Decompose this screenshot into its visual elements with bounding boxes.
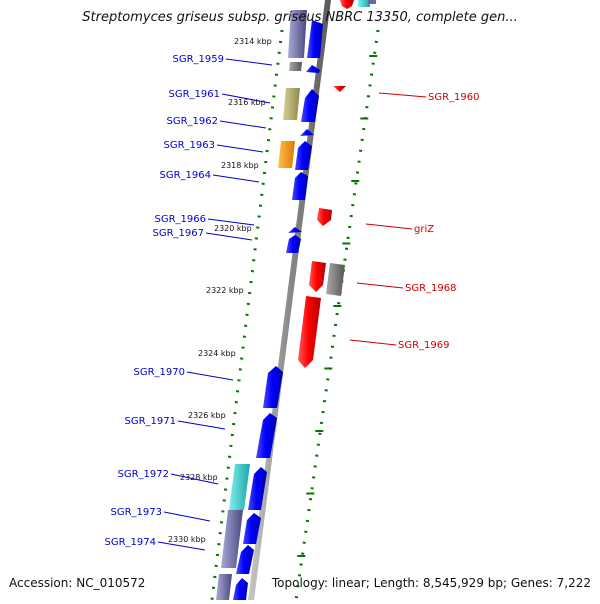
gene-label-sgr-1961[interactable]: SGR_1961 <box>169 89 221 100</box>
scale-labels: 2314 kbp 2316 kbp 2318 kbp 2320 kbp 2322 kbp… <box>168 37 272 544</box>
scale-label: 2330 kbp <box>168 535 206 544</box>
gene-label-griz[interactable]: griZ <box>414 224 434 235</box>
gene-label-sgr-1970[interactable]: SGR_1970 <box>134 367 186 378</box>
gene-label-sgr-1966[interactable]: SGR_1966 <box>155 214 207 225</box>
leader-line <box>219 120 267 129</box>
gene-label-sgr-1971[interactable]: SGR_1971 <box>125 416 177 427</box>
gene-label-sgr-1964[interactable]: SGR_1964 <box>160 170 212 181</box>
leader-line <box>170 473 219 485</box>
gene-arrow-reverse-1969 <box>298 296 321 368</box>
leader-line <box>221 93 271 104</box>
leader-line <box>205 232 253 241</box>
gene-block-slate-bottom <box>216 574 232 600</box>
gene-label-sgr-1968[interactable]: SGR_1968 <box>405 283 457 294</box>
gene-labels: SGR_1959 SGR_1961 SGR_1962 SGR_1963 SGR_1964… <box>105 54 480 551</box>
gene-arrow-forward-1967 <box>286 235 301 253</box>
gene-arrow-reverse-top <box>340 0 354 9</box>
leader-line <box>163 511 211 522</box>
accession-label: Accession: NC_010572 <box>9 576 146 590</box>
right-dotted-guide <box>294 29 380 601</box>
scale-label: 2318 kbp <box>221 161 259 170</box>
gene-label-sgr-1962[interactable]: SGR_1962 <box>167 116 219 127</box>
topology-label: Topology: linear; Length: 8,545,929 bp; … <box>271 576 591 590</box>
gene-arrow-reverse-1960 <box>333 86 346 92</box>
leader-line <box>225 58 273 66</box>
gene-label-sgr-1973[interactable]: SGR_1973 <box>111 507 163 518</box>
gene-block-olive-1961 <box>283 88 300 120</box>
gene-block-cyan-top <box>358 0 370 7</box>
gene-arrow-forward-1971 <box>256 413 277 458</box>
map-title: Streptomyces griseus subsp. griseus NBRC… <box>82 10 518 25</box>
gene-arrow-reverse-1968 <box>309 261 326 292</box>
gene-arrow-forward-1972 <box>248 467 267 510</box>
gene-arrow-forward-1974 <box>236 545 254 574</box>
gene-block-gray-1968 <box>326 263 345 296</box>
gene-block-slate-top <box>368 0 376 4</box>
gene-arrow-forward-1962 <box>300 129 314 136</box>
gene-label-sgr-1959[interactable]: SGR_1959 <box>173 54 225 65</box>
leader-line <box>378 92 427 98</box>
scale-label: 2314 kbp <box>234 37 272 46</box>
gene-arrow-forward-1970 <box>263 366 283 408</box>
scale-label: 2316 kbp <box>228 98 266 107</box>
gene-label-sgr-1960[interactable]: SGR_1960 <box>428 92 480 103</box>
gene-arrow-forward-1966 <box>288 227 302 233</box>
scale-label: 2326 kbp <box>188 411 226 420</box>
gene-features <box>216 0 376 600</box>
gene-label-sgr-1967[interactable]: SGR_1967 <box>153 228 205 239</box>
leader-line <box>207 218 255 226</box>
gene-label-sgr-1974[interactable]: SGR_1974 <box>105 537 157 548</box>
gene-arrow-reverse-griZ <box>317 208 332 226</box>
gene-label-sgr-1969[interactable]: SGR_1969 <box>398 340 450 351</box>
gene-label-sgr-1972[interactable]: SGR_1972 <box>118 469 170 480</box>
leader-line <box>216 144 264 153</box>
gene-arrow-forward-1964 <box>292 172 308 200</box>
scale-label: 2320 kbp <box>214 224 252 233</box>
gene-arrow-forward-small <box>306 65 320 73</box>
scale-label: 2322 kbp <box>206 286 244 295</box>
gene-arrow-forward-bottom <box>233 578 248 600</box>
leader-line <box>365 223 413 230</box>
gene-arrow-forward-1961 <box>301 89 319 122</box>
leader-line <box>177 420 226 430</box>
gene-block-slate <box>288 10 307 58</box>
gene-label-sgr-1963[interactable]: SGR_1963 <box>164 140 216 151</box>
right-scale-ticks <box>297 55 378 557</box>
gene-block-slate-1973 <box>221 510 243 568</box>
leader-line <box>356 282 404 289</box>
gene-block-cyan-1972 <box>229 464 250 510</box>
left-dotted-guide <box>210 29 284 601</box>
gene-block-gray <box>289 62 302 71</box>
scale-label: 2324 kbp <box>198 349 236 358</box>
gene-arrow-forward-1973 <box>243 513 261 544</box>
gene-block-orange-1963 <box>278 141 295 168</box>
leader-line <box>212 174 260 183</box>
leader-line <box>349 339 397 346</box>
leader-line <box>186 371 234 381</box>
leader-line <box>157 541 206 551</box>
gene-arrow-forward-1963 <box>295 141 312 170</box>
gene-arrow-forward <box>307 20 323 58</box>
scale-label: 2328 kbp <box>180 473 218 482</box>
